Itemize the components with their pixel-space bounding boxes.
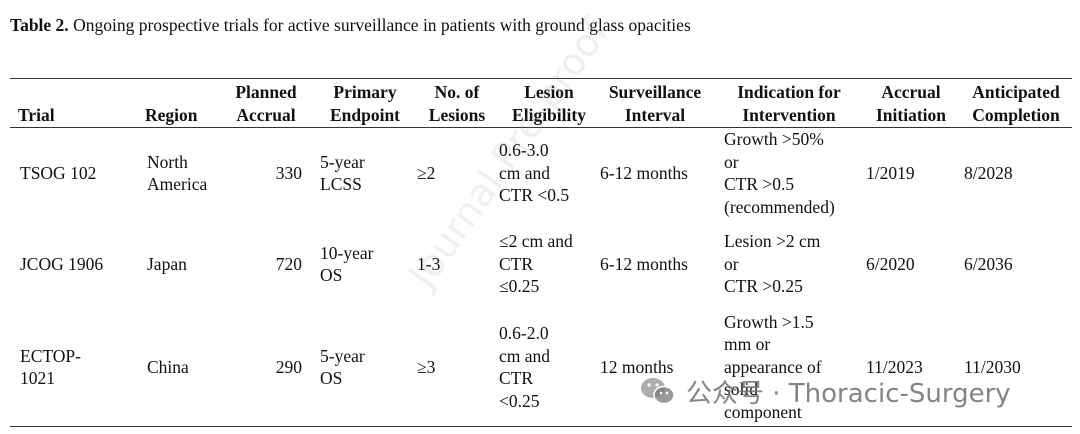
table-cell-indication: Growth >1.5 [724, 311, 814, 332]
column-header-indication: Intervention [742, 105, 836, 125]
table-cell-interval: 6-12 months [600, 162, 688, 183]
table-cell-endpoint: 5-year [320, 151, 365, 172]
header-rule [10, 127, 1072, 128]
column-header-interval: Interval [624, 105, 686, 125]
table-cell-indication: CTR >0.25 [724, 276, 803, 297]
table-cell-interval: 6-12 months [600, 253, 688, 274]
wechat-watermark: 公众号 · Thoracic-Surgery [638, 374, 1011, 409]
column-header-endpoint: Primary [333, 82, 397, 102]
table-cell-endpoint: LCSS [320, 174, 362, 194]
table-cell-indication: Lesion >2 cm [724, 231, 821, 252]
table-cell-indication: CTR >0.5 [724, 174, 795, 194]
table-cell-trial: ECTOP- [20, 345, 81, 366]
table-cell-accrual: 330 [275, 162, 302, 183]
table-cell-accrual: 720 [275, 253, 302, 274]
column-header-completion: Completion [972, 105, 1060, 125]
table-cell-endpoint: OS [320, 368, 343, 388]
table-cell-trial: TSOG 102 [20, 162, 97, 183]
column-header-accrual: Planned [235, 82, 297, 102]
table-cell-eligibility: CTR [499, 368, 534, 388]
wechat-watermark-text: 公众号 · Thoracic-Surgery [686, 378, 1011, 409]
column-header-eligibility: Eligibility [512, 105, 586, 125]
column-header-initiation: Initiation [875, 105, 947, 125]
table-cell-eligibility: 0.6-3.0 [499, 140, 549, 161]
table-cell-indication: component [724, 401, 802, 422]
table-cell-completion: 8/2028 [964, 162, 1013, 183]
table-cell-lesions: ≥3 [417, 356, 436, 377]
table-cell-endpoint: OS [320, 265, 343, 285]
table-cell-eligibility: cm and [499, 345, 551, 366]
table-cell-eligibility: <0.25 [499, 390, 540, 411]
table-cell-eligibility: cm and [499, 162, 551, 183]
caption-label: Table 2. [10, 15, 69, 35]
table-cell-trial: 1021 [20, 368, 55, 388]
table-cell-region: China [147, 356, 189, 377]
column-header-indication: Indication for [737, 82, 841, 102]
table-cell-initiation: 11/2023 [866, 356, 923, 377]
table-cell-indication: appearance of [724, 356, 822, 377]
table-cell-eligibility: CTR <0.5 [499, 185, 570, 206]
column-header-lesions: No. of [434, 82, 480, 102]
column-header-accrual: Accrual [236, 105, 296, 125]
caption-text: Ongoing prospective trials for active su… [68, 15, 691, 35]
column-header-lesions: Lesions [428, 105, 486, 125]
table-cell-lesions: ≥2 [417, 162, 436, 183]
column-header-interval: Surveillance [608, 82, 702, 102]
table-cell-completion: 11/2030 [964, 356, 1021, 377]
table-cell-region: North [147, 151, 188, 172]
table-cell-accrual: 290 [275, 356, 302, 377]
column-header-trial: Trial [18, 105, 55, 125]
table-cell-eligibility: CTR [499, 253, 534, 274]
table-cell-indication: (recommended) [724, 196, 835, 217]
table-caption: Table 2. Ongoing prospective trials for … [10, 15, 691, 36]
table-cell-completion: 6/2036 [964, 253, 1013, 274]
column-header-eligibility: Lesion [524, 82, 574, 102]
column-header-region: Region [145, 105, 198, 125]
table-cell-indication: Growth >50% [724, 129, 824, 149]
table-cell-indication: or [724, 151, 739, 172]
table-cell-region: America [147, 174, 208, 194]
table-cell-endpoint: 5-year [320, 345, 365, 366]
table-cell-region: Japan [147, 253, 187, 274]
table-cell-indication: mm or [724, 334, 771, 355]
table-cell-initiation: 6/2020 [866, 253, 915, 274]
table-cell-indication: or [724, 253, 739, 274]
table-cell-interval: 12 months [600, 356, 674, 377]
table-cell-eligibility: ≤2 cm and [499, 231, 573, 252]
wechat-icon [641, 378, 675, 405]
table-cell-trial: JCOG 1906 [20, 253, 104, 274]
table-cell-eligibility: 0.6-2.0 [499, 323, 549, 343]
table-cell-lesions: 1-3 [417, 253, 441, 274]
column-header-completion: Anticipated [972, 82, 1060, 102]
column-header-initiation: Accrual [881, 82, 941, 102]
table-cell-indication: solid [724, 379, 759, 400]
table-cell-endpoint: 10-year [320, 242, 374, 263]
bottom-rule [10, 426, 1072, 427]
table-cell-eligibility: ≤0.25 [499, 276, 540, 297]
column-header-endpoint: Endpoint [329, 105, 401, 125]
top-rule [10, 78, 1072, 79]
table-cell-initiation: 1/2019 [866, 162, 915, 183]
